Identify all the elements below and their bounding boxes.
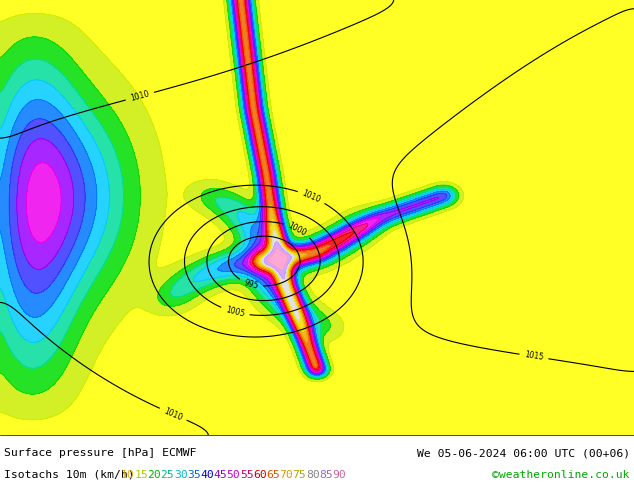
Text: 50: 50 <box>226 470 240 480</box>
Text: We 05-06-2024 06:00 UTC (00+06): We 05-06-2024 06:00 UTC (00+06) <box>417 448 630 458</box>
Text: 55: 55 <box>240 470 254 480</box>
Text: 15: 15 <box>134 470 148 480</box>
Text: 90: 90 <box>332 470 346 480</box>
Text: 35: 35 <box>187 470 201 480</box>
Text: Isotachs 10m (km/h): Isotachs 10m (km/h) <box>4 470 141 480</box>
Text: 75: 75 <box>293 470 306 480</box>
Text: 20: 20 <box>147 470 161 480</box>
Text: 1005: 1005 <box>224 305 245 319</box>
Text: 1015: 1015 <box>524 350 544 363</box>
Text: Surface pressure [hPa] ECMWF: Surface pressure [hPa] ECMWF <box>4 448 197 458</box>
Text: 80: 80 <box>306 470 320 480</box>
Text: 65: 65 <box>266 470 280 480</box>
Text: 40: 40 <box>200 470 214 480</box>
Text: 1000: 1000 <box>287 221 308 238</box>
Text: 995: 995 <box>243 278 259 291</box>
Text: 1010: 1010 <box>162 406 184 422</box>
Text: 70: 70 <box>280 470 293 480</box>
Text: 1010: 1010 <box>129 89 150 103</box>
Text: 30: 30 <box>174 470 188 480</box>
Text: 25: 25 <box>160 470 174 480</box>
Text: 1010: 1010 <box>301 189 322 205</box>
Text: 60: 60 <box>253 470 267 480</box>
Text: 85: 85 <box>319 470 333 480</box>
Text: ©weatheronline.co.uk: ©weatheronline.co.uk <box>493 470 630 480</box>
Text: 45: 45 <box>214 470 227 480</box>
Text: 10: 10 <box>121 470 135 480</box>
